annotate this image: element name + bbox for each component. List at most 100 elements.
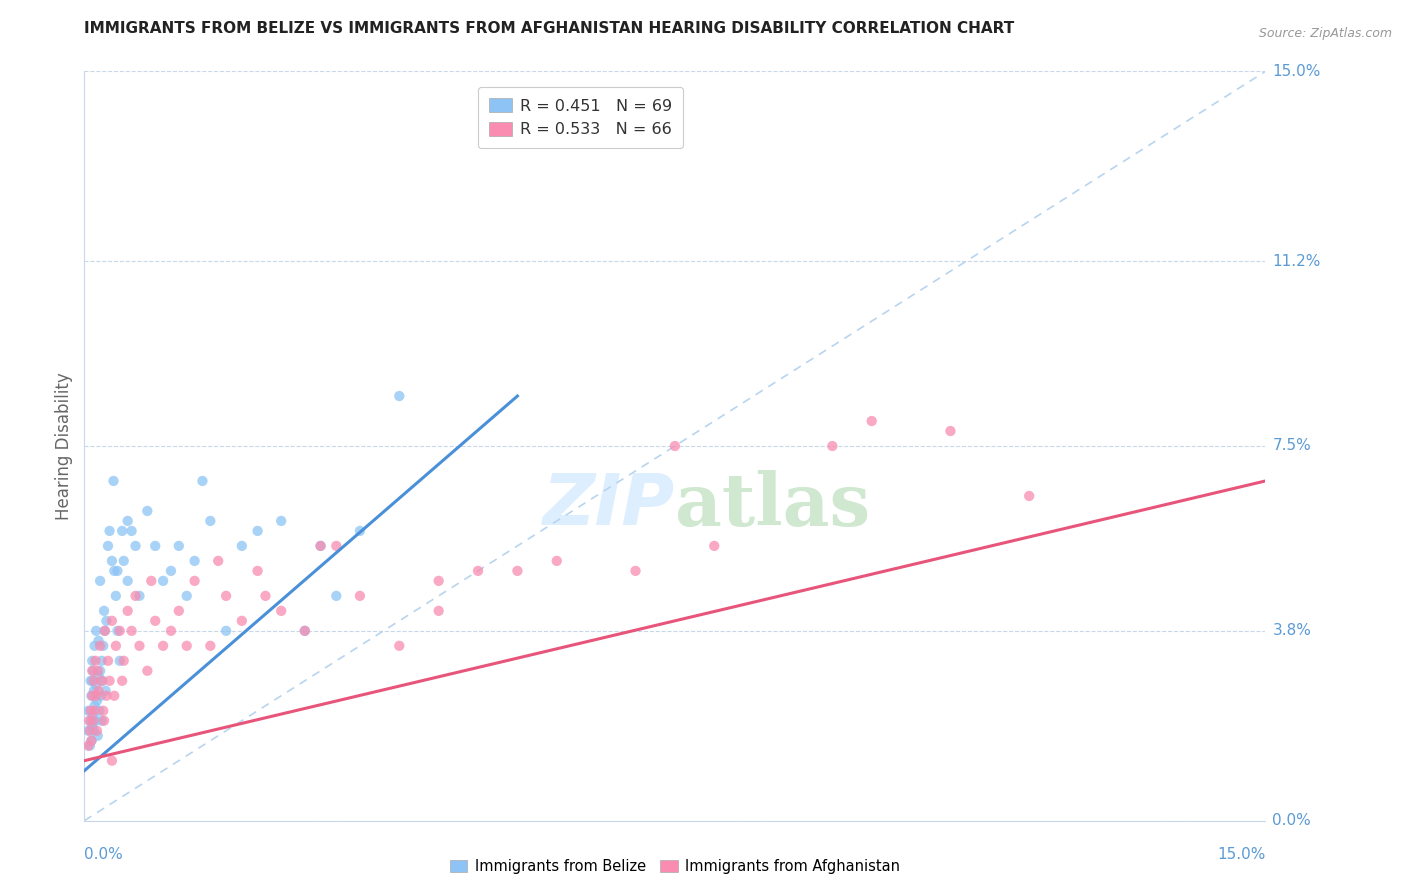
Point: [200, 514, 222, 528]
Point: [82, 654, 104, 668]
Point: [83, 704, 105, 718]
Point: [93, 714, 115, 728]
Point: [91, 704, 114, 718]
Legend: Immigrants from Belize, Immigrants from Afghanistan: Immigrants from Belize, Immigrants from …: [444, 854, 905, 880]
Point: [117, 604, 139, 618]
Point: [79, 739, 101, 753]
Point: [82, 708, 104, 723]
Point: [89, 639, 111, 653]
Point: [87, 669, 110, 683]
Point: [84, 689, 107, 703]
Point: [83, 683, 105, 698]
Point: [703, 539, 725, 553]
Point: [121, 524, 143, 538]
Point: [83, 698, 105, 713]
Point: [128, 589, 150, 603]
Point: [96, 614, 118, 628]
Point: [80, 733, 103, 747]
Point: [103, 474, 125, 488]
Point: [89, 574, 111, 588]
Text: Source: ZipAtlas.com: Source: ZipAtlas.com: [1258, 27, 1392, 40]
Point: [160, 564, 183, 578]
Point: [124, 589, 146, 603]
Point: [309, 539, 332, 553]
Point: [664, 439, 686, 453]
Point: [104, 589, 127, 603]
Point: [80, 733, 103, 747]
Point: [143, 539, 166, 553]
Point: [254, 589, 277, 603]
Point: [152, 639, 174, 653]
Point: [427, 574, 450, 588]
Point: [82, 664, 104, 678]
Point: [79, 704, 101, 718]
Point: [82, 719, 104, 733]
Point: [90, 673, 112, 688]
Point: [141, 574, 163, 588]
Point: [84, 654, 107, 668]
Text: atlas: atlas: [675, 470, 870, 541]
Point: [200, 639, 222, 653]
Point: [84, 679, 107, 693]
Point: [176, 589, 198, 603]
Point: [121, 624, 143, 638]
Text: 15.0%: 15.0%: [1218, 847, 1265, 863]
Point: [111, 673, 134, 688]
Point: [83, 639, 105, 653]
Point: [77, 704, 100, 718]
Point: [349, 589, 371, 603]
Point: [183, 554, 205, 568]
Point: [77, 714, 100, 728]
Point: [82, 714, 104, 728]
Point: [1018, 489, 1040, 503]
Point: [325, 589, 347, 603]
Point: [86, 694, 108, 708]
Text: ZIP: ZIP: [543, 472, 675, 541]
Point: [167, 604, 190, 618]
Point: [98, 673, 121, 688]
Point: [98, 524, 121, 538]
Point: [506, 564, 529, 578]
Point: [107, 564, 129, 578]
Point: [349, 524, 371, 538]
Point: [467, 564, 489, 578]
Point: [167, 539, 190, 553]
Point: [143, 614, 166, 628]
Text: 3.8%: 3.8%: [1272, 624, 1312, 639]
Point: [83, 723, 105, 738]
Point: [215, 589, 238, 603]
Text: 0.0%: 0.0%: [84, 847, 124, 863]
Point: [103, 689, 125, 703]
Point: [89, 704, 111, 718]
Point: [388, 389, 411, 403]
Text: 0.0%: 0.0%: [1272, 814, 1312, 828]
Point: [117, 514, 139, 528]
Point: [97, 539, 120, 553]
Point: [89, 664, 111, 678]
Point: [112, 554, 135, 568]
Point: [124, 539, 146, 553]
Point: [117, 574, 139, 588]
Point: [90, 689, 112, 703]
Point: [821, 439, 844, 453]
Point: [309, 539, 332, 553]
Y-axis label: Hearing Disability: Hearing Disability: [55, 372, 73, 520]
Point: [325, 539, 347, 553]
Point: [108, 624, 131, 638]
Point: [111, 524, 134, 538]
Point: [215, 624, 238, 638]
Point: [246, 524, 269, 538]
Point: [191, 474, 214, 488]
Point: [77, 723, 100, 738]
Point: [94, 683, 117, 698]
Point: [80, 689, 103, 703]
Point: [91, 639, 114, 653]
Point: [546, 554, 568, 568]
Text: 7.5%: 7.5%: [1272, 439, 1312, 453]
Point: [87, 729, 110, 743]
Point: [128, 639, 150, 653]
Point: [101, 754, 124, 768]
Point: [160, 624, 183, 638]
Point: [136, 664, 159, 678]
Point: [84, 714, 107, 728]
